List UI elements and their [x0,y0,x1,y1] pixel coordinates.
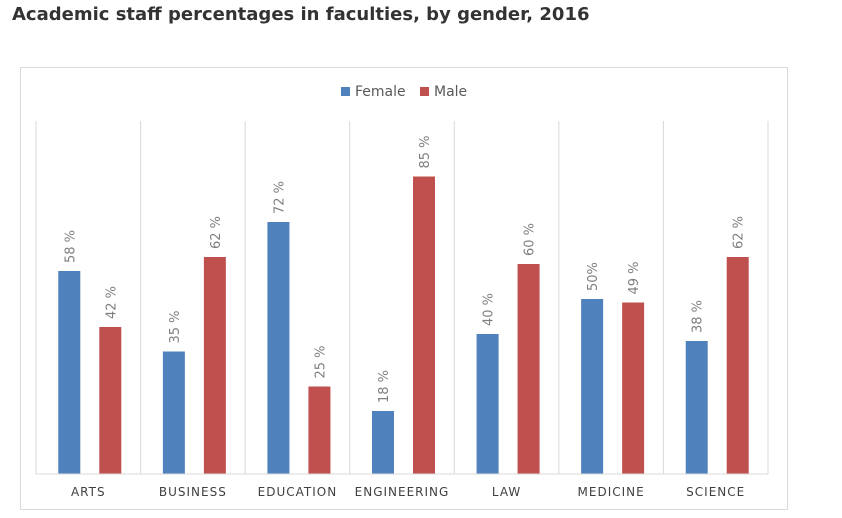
legend: Female Male [341,84,467,100]
data-label: 25 % [313,345,328,378]
data-label: 72 % [272,181,287,214]
bar-male-engineering [413,176,435,474]
category-label: SCIENCE [686,485,745,499]
data-label: 50% [586,262,601,291]
data-label: 49 % [627,261,642,294]
bar-male-medicine [622,302,645,474]
data-label: 18 % [377,370,392,403]
bars [58,176,749,474]
bar-female-science [685,341,708,474]
bar-female-medicine [581,299,604,474]
data-label: 85 % [418,135,433,168]
bar-female-engineering [372,411,394,474]
bar-male-arts [99,327,122,474]
bar-female-business [162,351,185,474]
data-label: 60 % [523,223,538,256]
bar-male-law [517,264,540,474]
data-label: 62 % [732,216,747,249]
bar-male-business [203,257,226,474]
bar-male-education [308,386,331,474]
legend-swatch [420,87,429,96]
legend-swatch [341,87,350,96]
bar-female-arts [58,271,81,474]
bar-female-law [476,334,499,474]
data-labels: 58 % 42 % 35 % 62 % 72 % 25 % 18 % 85 % 40 % 60 %… [63,135,746,403]
data-label: 40 % [482,293,497,326]
data-label: 42 % [104,286,119,319]
category-label: MEDICINE [578,485,645,499]
data-label: 38 % [691,300,706,333]
category-label: BUSINESS [159,485,227,499]
category-label: LAW [492,485,521,499]
category-label: ENGINEERING [355,485,450,499]
legend-label: Female [355,84,406,100]
legend-label: Male [434,84,467,100]
bar-female-education [267,222,290,474]
category-separators [35,121,769,474]
chart-frame [20,67,788,510]
page-title: Academic staff percentages in faculties,… [12,4,590,25]
data-label: 58 % [63,230,78,263]
data-label: 35 % [168,310,183,343]
category-label: ARTS [71,485,106,499]
data-label: 62 % [209,216,224,249]
category-labels: ARTS BUSINESS EDUCATION ENGINEERING LAW MEDIC… [71,485,745,499]
bar-male-science [726,257,749,474]
category-label: EDUCATION [258,485,338,499]
